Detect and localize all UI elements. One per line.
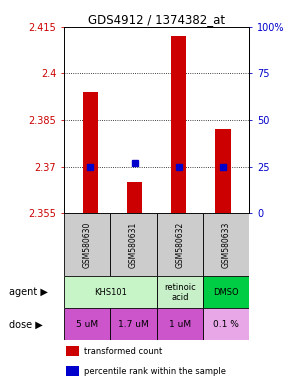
Bar xyxy=(157,308,203,340)
Text: GSM580632: GSM580632 xyxy=(175,222,184,268)
Bar xyxy=(127,182,142,213)
Bar xyxy=(171,36,186,213)
Text: 1 uM: 1 uM xyxy=(169,320,191,329)
Bar xyxy=(203,308,249,340)
Bar xyxy=(203,213,249,276)
Bar xyxy=(215,129,231,213)
Bar xyxy=(203,276,249,308)
Bar xyxy=(66,346,79,356)
Text: 0.1 %: 0.1 % xyxy=(213,320,239,329)
Text: 1.7 uM: 1.7 uM xyxy=(118,320,149,329)
Text: GSM580633: GSM580633 xyxy=(222,222,231,268)
Title: GDS4912 / 1374382_at: GDS4912 / 1374382_at xyxy=(88,13,225,26)
Text: retinoic
acid: retinoic acid xyxy=(164,283,196,302)
Bar xyxy=(66,366,79,376)
Bar xyxy=(64,308,110,340)
Bar xyxy=(64,213,110,276)
Bar xyxy=(64,276,157,308)
Bar xyxy=(157,213,203,276)
Text: 5 uM: 5 uM xyxy=(76,320,98,329)
Text: GSM580630: GSM580630 xyxy=(82,222,92,268)
Text: dose ▶: dose ▶ xyxy=(9,319,42,329)
Bar xyxy=(83,92,98,213)
Bar xyxy=(157,276,203,308)
Text: percentile rank within the sample: percentile rank within the sample xyxy=(84,367,226,376)
Text: transformed count: transformed count xyxy=(84,347,162,356)
Bar xyxy=(110,308,157,340)
Text: agent ▶: agent ▶ xyxy=(9,287,48,297)
Text: DMSO: DMSO xyxy=(213,288,239,297)
Bar xyxy=(110,213,157,276)
Text: KHS101: KHS101 xyxy=(94,288,127,297)
Text: GSM580631: GSM580631 xyxy=(129,222,138,268)
